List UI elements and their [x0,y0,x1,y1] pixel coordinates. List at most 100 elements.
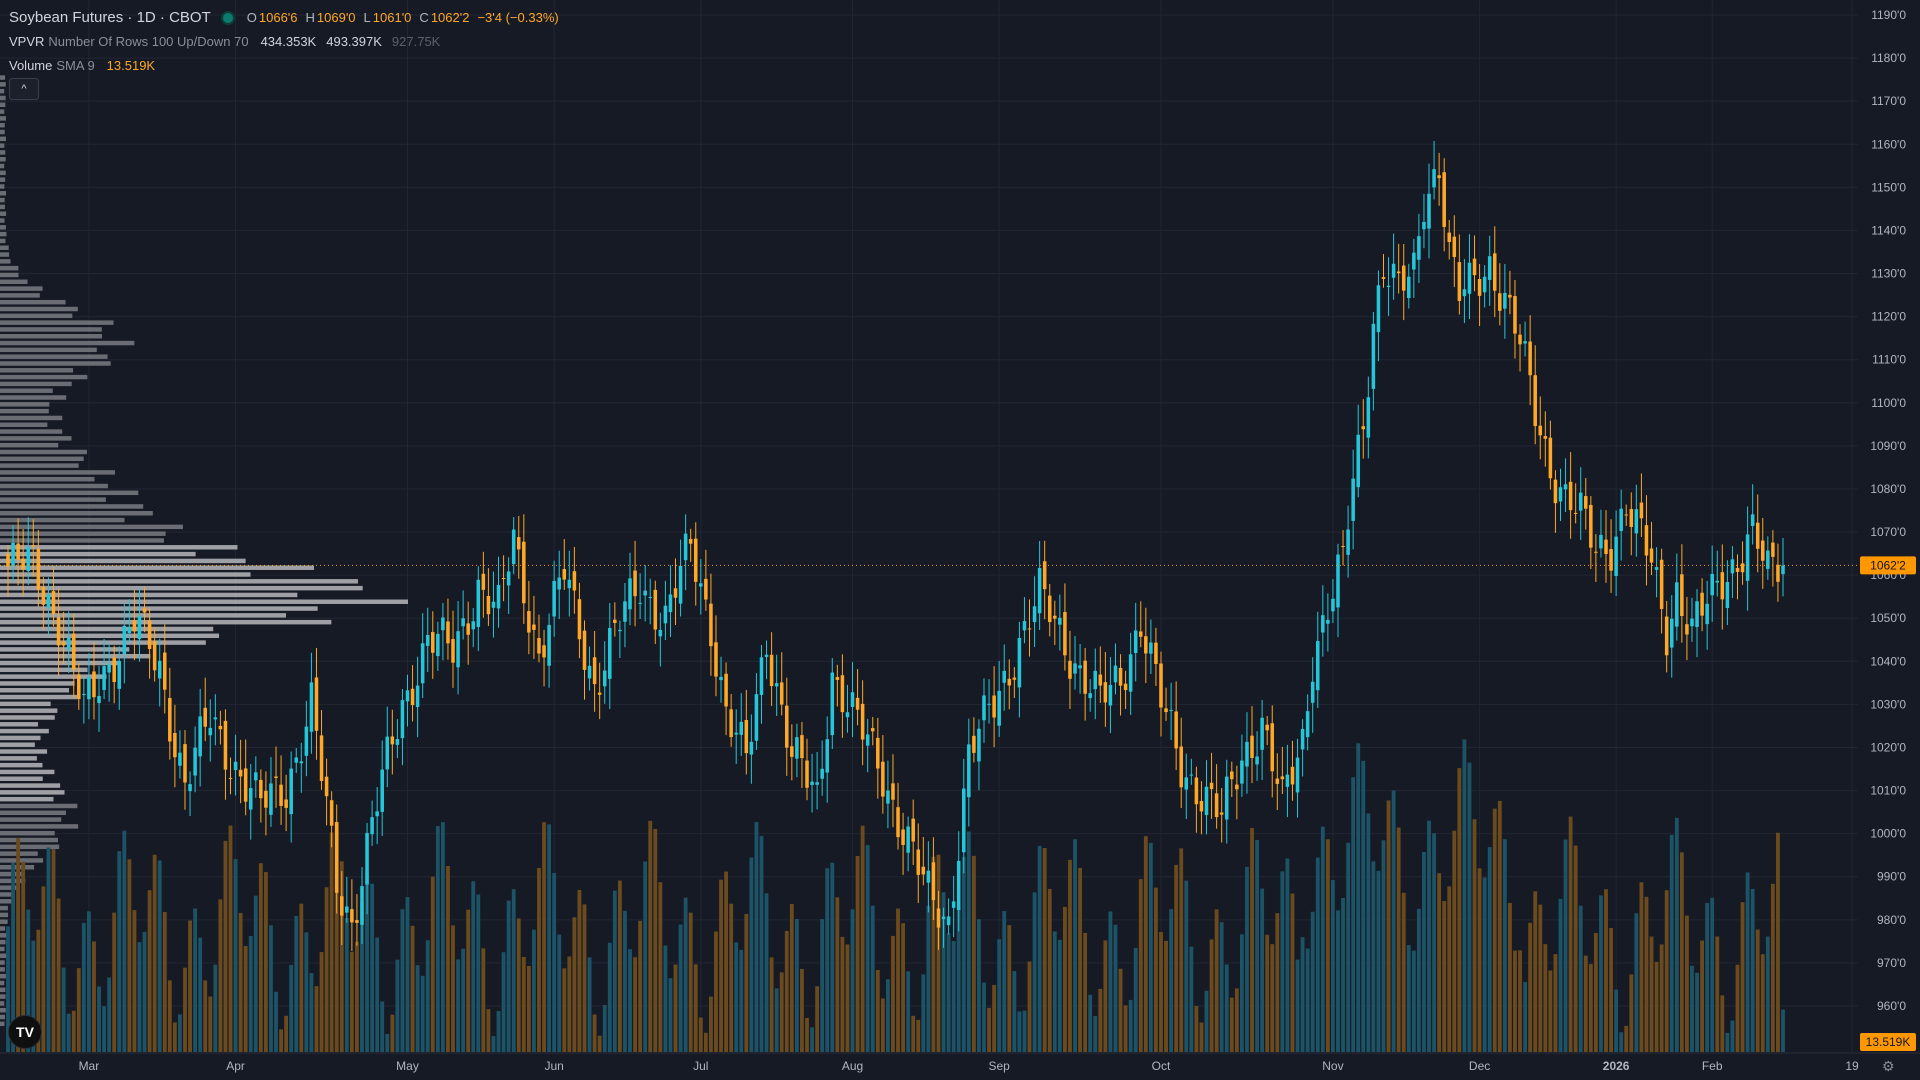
volume-bar [1649,936,1654,1052]
volume-bar [612,890,617,1052]
candle-body [1740,563,1745,573]
candle-body [1154,642,1158,664]
candle-body [1776,564,1780,582]
candle-body [1265,724,1269,731]
candle-body [1548,437,1553,479]
candle-body [663,605,668,624]
candle-body [1164,708,1168,713]
tradingview-logo-icon[interactable]: TV [8,1015,42,1049]
volume-row[interactable]: Volume SMA 9 13.519K [9,54,567,78]
candle-body [1417,236,1421,260]
volume-bar [1690,965,1694,1052]
profile-row [0,320,114,325]
candle-body [102,666,106,690]
candle-body [886,790,890,804]
candle-body [501,577,506,579]
volume-bar [243,946,248,1052]
volume-bar [1189,946,1194,1052]
candle-body [764,654,769,657]
close-label: C [419,10,429,25]
profile-row [0,511,153,516]
volume-bar [855,855,860,1052]
profile-row [0,191,7,196]
y-tick-label: 1160'0 [1871,137,1906,151]
profile-row [0,368,74,373]
volume-bar [673,964,678,1052]
profile-row [0,109,5,114]
candle-body [1649,548,1654,563]
volume-bar [1781,1009,1785,1052]
volume-bar [1017,1011,1022,1052]
profile-row [0,783,61,788]
volume-bar [875,969,880,1052]
profile-row [0,919,8,924]
volume-bar [92,941,96,1052]
volume-bar [1710,897,1715,1052]
candle-body [582,630,587,670]
profile-row [0,796,54,802]
volume-bar [885,979,890,1052]
volume-bar [1219,922,1224,1052]
profile-row [0,926,6,931]
candle-body [1695,601,1699,628]
volume-bar [1755,929,1760,1052]
volume-bar [552,873,557,1052]
candle-body [269,783,273,815]
vpvr-up-value: 434.353K [260,34,317,49]
volume-bar [375,937,380,1052]
candle-body [683,533,688,561]
volume-bar [1695,972,1699,1052]
candle-body [896,807,900,838]
volume-bar [916,1019,921,1052]
profile-row [0,837,58,843]
symbol-title[interactable]: Soybean Futures · 1D · CBOT [9,9,211,26]
candle-body [956,860,961,911]
profile-row [0,939,6,945]
candle-body [1078,665,1082,669]
vpvr-row[interactable]: VPVR Number Of Rows 100 Up/Down 70 434.3… [9,30,567,54]
settings-gear-icon[interactable]: ⚙ [1882,1058,1895,1074]
profile-row [0,265,19,271]
profile-row [0,82,6,87]
candle-body [1250,735,1254,758]
candle-body [1068,660,1072,679]
candle-body [754,694,759,741]
profile-row [0,442,59,448]
candle-body [380,769,384,812]
candle-body [769,654,774,687]
candle-body [183,744,187,783]
y-tick-label: 1120'0 [1871,310,1906,324]
volume-bar [1118,968,1123,1052]
profile-row [0,633,220,639]
x-tick-label: Mar [79,1059,100,1073]
volume-bar [61,967,66,1052]
candle-body [107,664,111,673]
candle-body [1457,262,1462,301]
volume-bar [157,860,162,1052]
profile-row [0,504,144,509]
x-tick-label: 19 [1845,1059,1859,1073]
volume-bar [1563,839,1568,1052]
candle-body [1427,193,1431,229]
volume-bar [1599,895,1603,1052]
low-label: L [363,10,371,25]
candle-body [891,783,895,800]
candle-body [1401,265,1406,291]
volume-bar [1482,877,1487,1052]
candle-body [613,619,617,623]
collapse-chevron-icon[interactable]: ^ [9,78,39,100]
profile-row [0,844,60,850]
volume-bar [921,974,926,1052]
candle-body [1037,567,1042,614]
candle-body [1361,426,1366,430]
candle-body [901,829,905,845]
candle-body [56,617,61,646]
candle-body [1523,341,1527,344]
candle-body [1224,776,1229,820]
y-tick-label: 1020'0 [1870,740,1906,754]
volume-bar [860,825,865,1052]
volume-bar [385,1033,390,1052]
candle-body [309,682,314,732]
